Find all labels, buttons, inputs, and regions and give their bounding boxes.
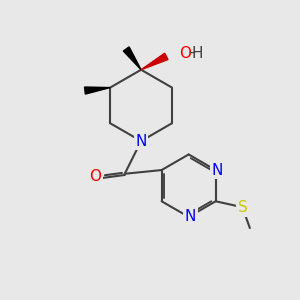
Text: H: H — [192, 46, 203, 61]
Text: O: O — [177, 45, 189, 60]
Text: O: O — [89, 169, 101, 184]
Text: N: N — [184, 209, 196, 224]
Polygon shape — [85, 87, 110, 94]
Text: N: N — [135, 134, 147, 148]
Text: –: – — [188, 46, 195, 60]
Text: N: N — [212, 163, 223, 178]
Polygon shape — [141, 53, 168, 70]
Polygon shape — [123, 47, 141, 70]
Text: −: − — [190, 45, 202, 60]
Text: S: S — [238, 200, 248, 215]
Text: O: O — [179, 46, 191, 61]
